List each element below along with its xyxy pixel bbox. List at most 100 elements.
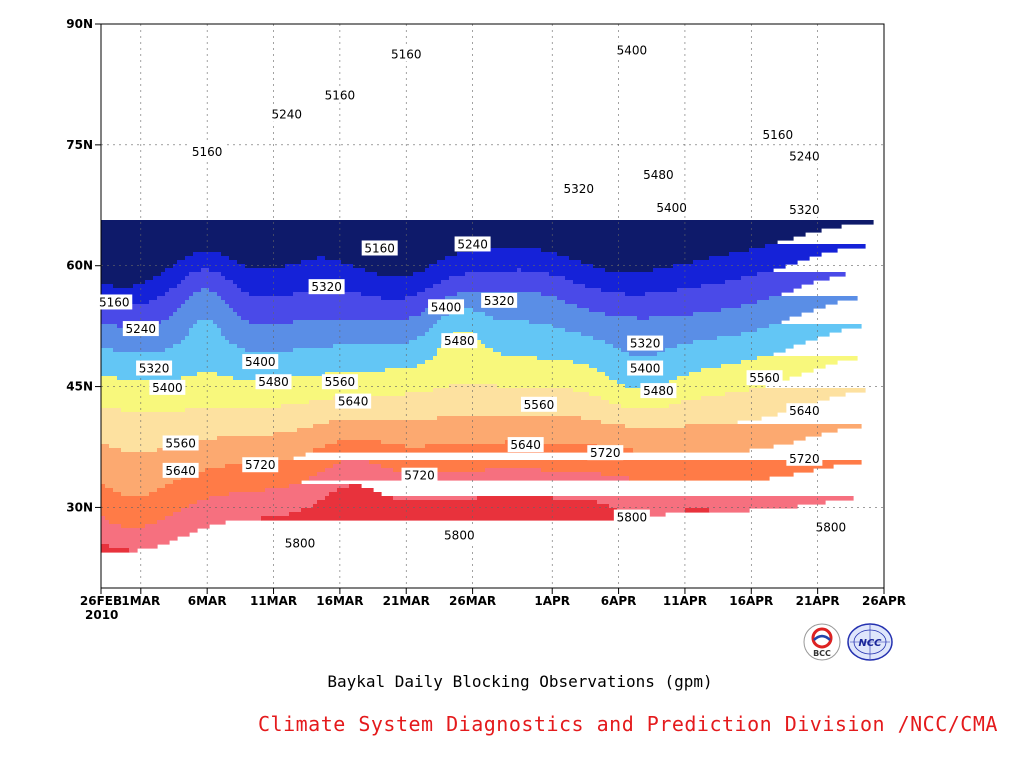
contour-band-cell <box>593 264 674 269</box>
contour-band-cell <box>225 276 450 281</box>
contour-band-cell <box>181 340 230 345</box>
contour-label-box <box>507 437 544 453</box>
contour-band-cell <box>313 504 610 509</box>
contour-label: 5480 <box>643 384 674 398</box>
contour-band-cell <box>101 504 190 509</box>
contour-band-cell <box>173 264 246 269</box>
contour-band-cell <box>493 348 622 353</box>
contour-band-cell <box>605 312 694 317</box>
contour-band-cell <box>113 284 134 289</box>
contour-band-cell <box>101 312 174 317</box>
contour-label-box <box>388 46 425 62</box>
contour-band-cell <box>565 276 742 281</box>
contour-label: 5480 <box>444 334 475 348</box>
contour-band-cell <box>701 284 802 289</box>
contour-band-cell <box>157 488 266 493</box>
contour-band-cell <box>101 416 438 421</box>
contour-band-cell <box>437 416 582 421</box>
contour-band-cell <box>133 284 178 289</box>
contour-label-box <box>242 457 279 473</box>
bcc-logo-text: BCC <box>813 649 831 658</box>
contour-band-cell <box>645 292 782 297</box>
contour-band-cell <box>565 300 758 305</box>
contour-band-cell <box>101 280 146 285</box>
contour-label-box <box>428 299 465 315</box>
contour-band-cell <box>425 268 518 273</box>
contour-band-cell <box>429 328 566 333</box>
contour-band-cell <box>225 464 334 469</box>
contour-band-cell <box>437 352 502 357</box>
contour-label: 5480 <box>258 375 289 389</box>
contour-band-cell <box>325 372 606 377</box>
contour-band-cell <box>261 516 638 521</box>
contour-band-cell <box>581 332 742 337</box>
contour-label-box <box>189 143 226 159</box>
contour-band-cell <box>101 492 122 497</box>
contour-band-cell <box>417 292 458 297</box>
contour-band-cell <box>101 404 282 409</box>
contour-band-cell <box>101 500 198 505</box>
contour-band-cell <box>325 256 446 261</box>
contour-band-cell <box>101 488 114 493</box>
contour-band-cell <box>177 308 234 313</box>
contour-label: 5640 <box>789 404 820 418</box>
contour-band-cell <box>149 300 186 305</box>
contour-band-cell <box>101 544 110 549</box>
contour-band-cell <box>101 236 794 241</box>
contour-band-cell <box>221 272 378 277</box>
contour-band-cell <box>433 356 538 361</box>
contour-label: 5560 <box>165 436 196 450</box>
contour-label: 5720 <box>789 452 820 466</box>
contour-band-cell <box>485 468 542 473</box>
contour-band-cell <box>501 352 630 357</box>
contour-band-cell <box>617 380 670 385</box>
contour-band-cell <box>693 312 802 317</box>
contour-band-cell <box>121 492 150 497</box>
contour-band-cell <box>333 344 442 349</box>
contour-band-cell <box>229 304 434 309</box>
contour-band-cell <box>673 264 786 269</box>
contour-band-cell <box>289 484 350 489</box>
contour-band-cell <box>285 376 610 381</box>
contour-band-cell <box>473 332 582 337</box>
contour-label: 5160 <box>325 88 356 102</box>
contour-band-cell <box>101 336 186 341</box>
contour-band-cell <box>185 300 226 305</box>
contour-band-cell <box>433 284 586 289</box>
contour-band-cell <box>617 508 686 513</box>
contour-band-cell <box>185 408 790 413</box>
contour-band-cell <box>677 376 790 381</box>
contour-band-cell <box>517 268 522 273</box>
contour-band-cell <box>597 500 826 505</box>
contour-label-box <box>640 383 677 399</box>
contour-band-cell <box>109 544 158 549</box>
contour-band-cell <box>689 372 802 377</box>
contour-label: 5240 <box>457 237 488 251</box>
contour-band-cell <box>101 228 822 233</box>
contour-band-cell <box>709 256 810 261</box>
contour-label-box <box>560 180 597 196</box>
contour-label: 5400 <box>152 381 183 395</box>
contour-band-cell <box>101 412 778 417</box>
contour-band-cell <box>381 464 834 469</box>
contour-band-cell <box>101 432 274 437</box>
contour-label: 5320 <box>630 337 661 351</box>
contour-band-cell <box>557 296 770 301</box>
contour-band-cell <box>101 376 118 381</box>
contour-label: 5720 <box>590 446 621 460</box>
contour-band-cell <box>101 368 386 373</box>
contour-band-cell <box>221 332 426 337</box>
contour-band-cell <box>237 312 422 317</box>
contour-band-cell <box>169 316 242 321</box>
contour-band-cell <box>341 260 438 265</box>
contour-band-cell <box>721 308 814 313</box>
contour-band-cell <box>297 428 838 433</box>
contour-band-cell <box>717 336 818 341</box>
contour-label: 5320 <box>311 280 342 294</box>
contour-band-cell <box>377 272 414 277</box>
contour-band-cell <box>725 280 814 285</box>
contour-label-box <box>746 370 783 386</box>
contour-label-box <box>96 294 133 310</box>
contour-band-cell <box>145 524 210 529</box>
contour-band-cell <box>549 272 758 277</box>
